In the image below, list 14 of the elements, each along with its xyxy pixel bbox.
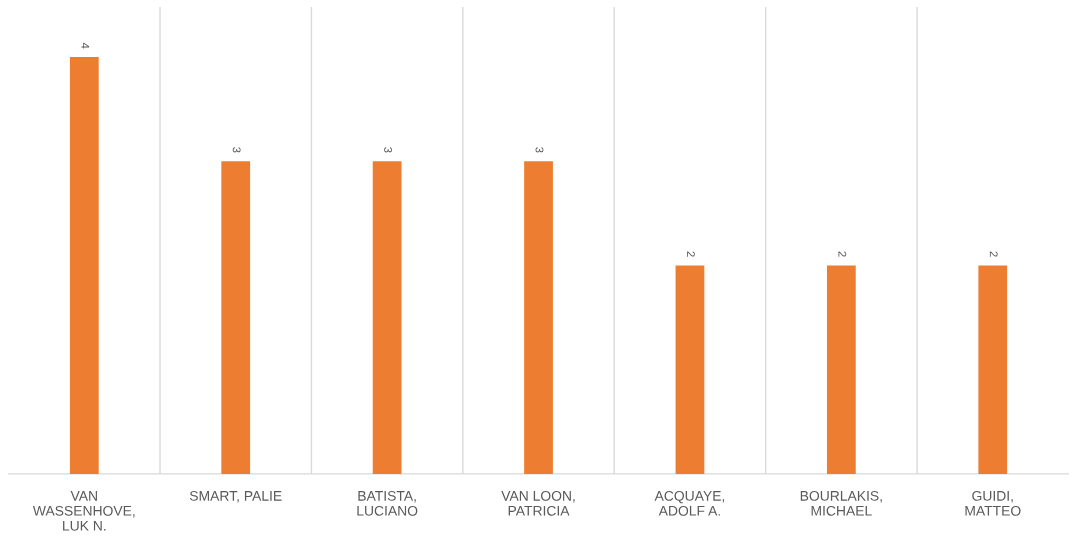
data-label: 2 <box>989 251 998 257</box>
data-label: 4 <box>81 42 90 49</box>
x-tick-label: BATISTA, LUCIANO <box>357 490 418 516</box>
data-label: 3 <box>535 147 544 153</box>
x-tick-label: GUIDI, MATTEO <box>965 490 1021 516</box>
x-tick-label: BOURLAKIS, MICHAEL <box>800 490 882 516</box>
data-label: 3 <box>384 147 393 153</box>
data-label: 2 <box>838 251 847 257</box>
x-tick-label: SMART, PALIE <box>189 490 282 503</box>
x-tick-label: ACQUAYE, ADOLF A. <box>654 490 725 516</box>
data-label: 3 <box>232 147 241 153</box>
x-tick-label: VAN LOON, PATRICIA <box>501 490 575 516</box>
data-label: 2 <box>687 251 695 257</box>
x-tick-label: VAN WASSENHOVE, LUK N. <box>32 491 135 531</box>
